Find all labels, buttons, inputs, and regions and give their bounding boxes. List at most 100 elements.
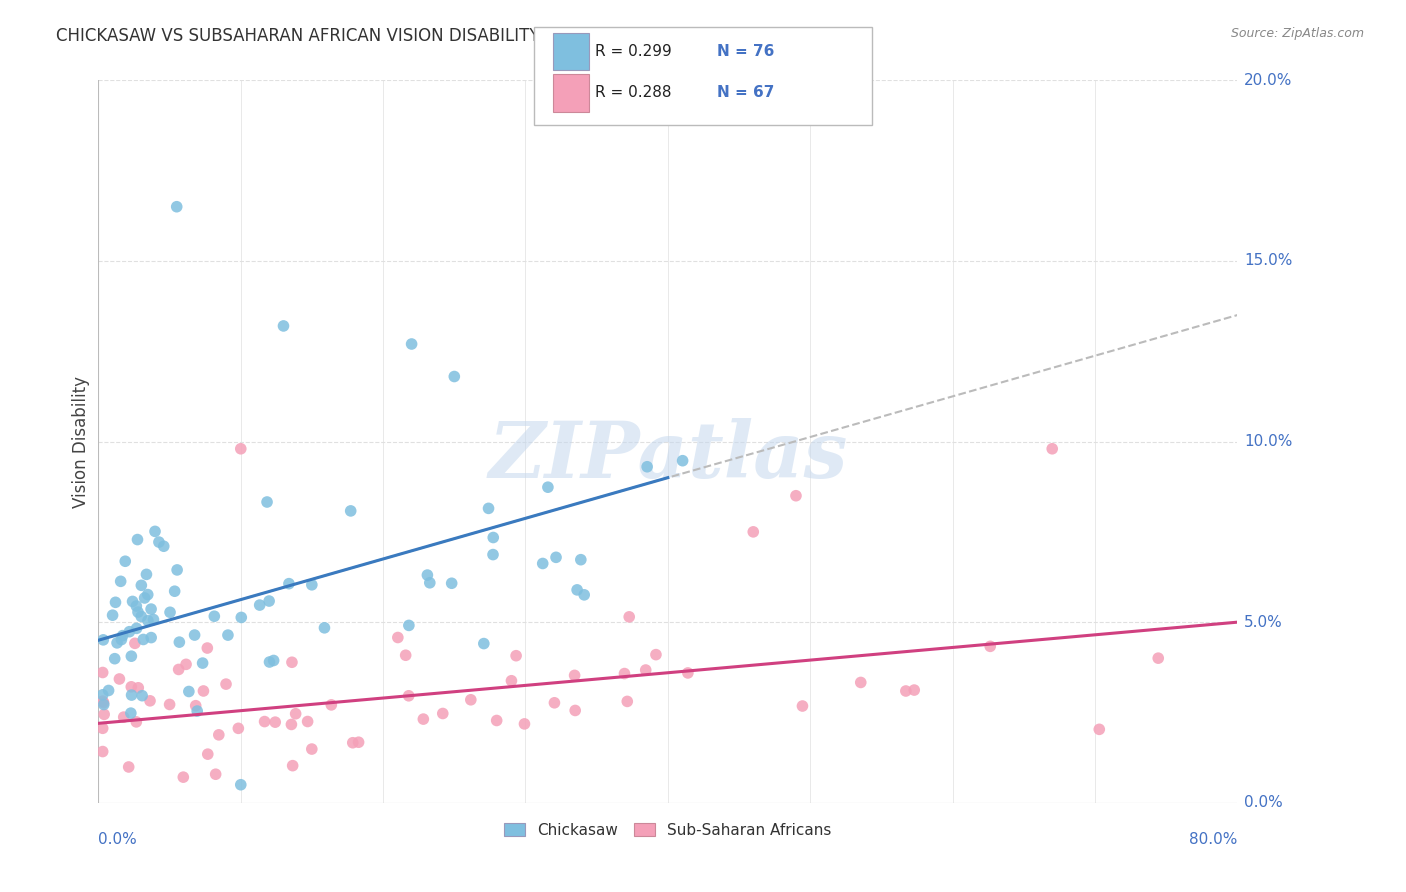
Point <box>257 594 280 608</box>
Point <box>398 689 420 703</box>
Point <box>501 673 523 688</box>
Point <box>301 578 323 592</box>
Point <box>482 548 505 562</box>
Point <box>159 605 181 619</box>
Point <box>256 495 278 509</box>
Point <box>91 694 114 708</box>
Point <box>204 767 226 781</box>
Point <box>183 628 205 642</box>
Point <box>120 706 142 720</box>
Point <box>347 735 370 749</box>
Point <box>1040 442 1063 456</box>
Point <box>301 742 323 756</box>
Point <box>127 533 149 547</box>
Point <box>91 721 114 735</box>
Point <box>297 714 319 729</box>
Point <box>159 698 181 712</box>
Point <box>97 683 120 698</box>
Point <box>284 706 307 721</box>
Point <box>93 707 115 722</box>
Point <box>110 574 132 589</box>
Point <box>93 696 115 710</box>
Point <box>849 675 872 690</box>
Point <box>91 688 114 702</box>
Point <box>208 728 231 742</box>
Point <box>613 666 636 681</box>
Point <box>111 629 134 643</box>
Point <box>278 576 301 591</box>
Point <box>202 609 225 624</box>
Point <box>125 621 148 635</box>
Point <box>460 693 482 707</box>
Point <box>186 704 208 718</box>
Point <box>118 624 141 639</box>
Point <box>544 550 567 565</box>
Point <box>616 694 638 708</box>
Point <box>979 640 1001 654</box>
Point <box>184 698 207 713</box>
Point <box>792 699 814 714</box>
Point <box>321 698 343 712</box>
Point <box>894 684 917 698</box>
Point <box>671 453 693 467</box>
Point <box>93 698 115 712</box>
Text: 10.0%: 10.0% <box>1244 434 1292 449</box>
Point <box>253 714 276 729</box>
Point <box>142 613 165 627</box>
Point <box>197 747 219 761</box>
Point <box>485 714 508 728</box>
Point <box>281 758 304 772</box>
Point <box>263 653 285 667</box>
Point <box>121 688 143 702</box>
Point <box>537 480 560 494</box>
Point <box>121 594 143 608</box>
Point <box>636 459 658 474</box>
Point <box>131 689 153 703</box>
Point <box>574 588 596 602</box>
Point <box>565 582 588 597</box>
Point <box>1147 651 1170 665</box>
Point <box>166 200 188 214</box>
Point <box>177 684 200 698</box>
Point <box>91 665 114 680</box>
Point <box>432 706 454 721</box>
Point <box>135 567 157 582</box>
Point <box>131 578 153 592</box>
Point <box>395 648 418 663</box>
Point <box>217 628 239 642</box>
Text: 0.0%: 0.0% <box>1244 796 1282 810</box>
Text: 20.0%: 20.0% <box>1244 73 1292 87</box>
Point <box>742 524 765 539</box>
Text: ZIPatlas: ZIPatlas <box>488 417 848 494</box>
Text: 0.0%: 0.0% <box>98 831 138 847</box>
Text: 15.0%: 15.0% <box>1244 253 1292 268</box>
Point <box>108 672 131 686</box>
Point <box>215 677 238 691</box>
Legend: Chickasaw, Sub-Saharan Africans: Chickasaw, Sub-Saharan Africans <box>496 815 839 846</box>
Point <box>443 369 465 384</box>
Point <box>569 552 592 566</box>
Point <box>472 636 495 650</box>
Point <box>124 636 146 650</box>
Point <box>281 655 304 669</box>
Point <box>477 501 499 516</box>
Point <box>543 696 565 710</box>
Point <box>264 715 287 730</box>
Point <box>273 318 295 333</box>
Point <box>645 648 668 662</box>
Point <box>387 631 409 645</box>
Point <box>166 563 188 577</box>
Point <box>193 684 215 698</box>
Text: R = 0.299: R = 0.299 <box>595 45 672 59</box>
Point <box>1088 723 1111 737</box>
Point <box>139 694 162 708</box>
Point <box>419 575 441 590</box>
Point <box>416 568 439 582</box>
Point <box>127 681 149 695</box>
Point <box>112 710 135 724</box>
Point <box>114 554 136 568</box>
Text: 5.0%: 5.0% <box>1244 615 1282 630</box>
Point <box>169 635 191 649</box>
Point <box>619 610 641 624</box>
Text: 80.0%: 80.0% <box>1189 831 1237 847</box>
